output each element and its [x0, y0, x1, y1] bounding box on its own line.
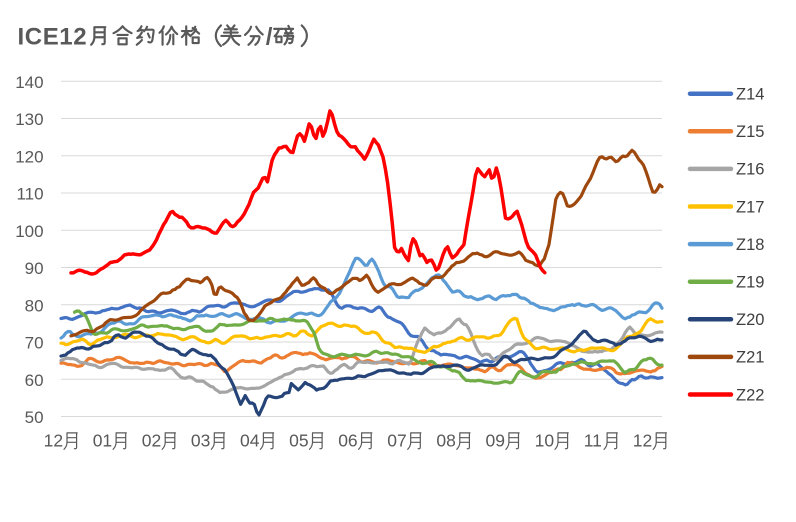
svg-text:60: 60 [25, 371, 44, 390]
svg-text:Z14: Z14 [736, 86, 764, 104]
svg-text:09: 09 [486, 431, 505, 451]
svg-text:11: 11 [584, 431, 602, 451]
svg-text:90: 90 [25, 259, 44, 278]
svg-text:01: 01 [93, 431, 112, 451]
svg-text:07: 07 [387, 431, 406, 451]
svg-text:100: 100 [15, 222, 43, 241]
svg-text:140: 140 [15, 73, 43, 92]
svg-text:70: 70 [25, 334, 44, 353]
svg-text:/: / [266, 24, 273, 51]
svg-text:80: 80 [25, 296, 44, 315]
svg-text:Z18: Z18 [736, 236, 764, 254]
svg-text:Z15: Z15 [736, 123, 764, 141]
svg-text:50: 50 [25, 408, 44, 427]
svg-text:Z21: Z21 [736, 349, 764, 367]
svg-text:12: 12 [44, 431, 63, 451]
svg-text:Z22: Z22 [736, 386, 764, 404]
svg-text:08: 08 [436, 431, 455, 451]
svg-text:Z20: Z20 [736, 311, 764, 329]
svg-text:12: 12 [633, 431, 652, 451]
svg-text:02: 02 [142, 431, 161, 451]
svg-text:03: 03 [191, 431, 210, 451]
svg-text:Z17: Z17 [736, 198, 764, 216]
svg-text:130: 130 [15, 110, 43, 129]
svg-text:ICE12: ICE12 [18, 24, 88, 51]
svg-text:Z16: Z16 [736, 161, 764, 179]
svg-text:120: 120 [15, 147, 43, 166]
svg-text:110: 110 [16, 185, 43, 204]
svg-text:10: 10 [535, 431, 555, 451]
svg-text:06: 06 [338, 431, 357, 451]
svg-text:Z19: Z19 [736, 274, 764, 292]
svg-text:05: 05 [289, 431, 308, 451]
svg-text:04: 04 [240, 431, 260, 451]
